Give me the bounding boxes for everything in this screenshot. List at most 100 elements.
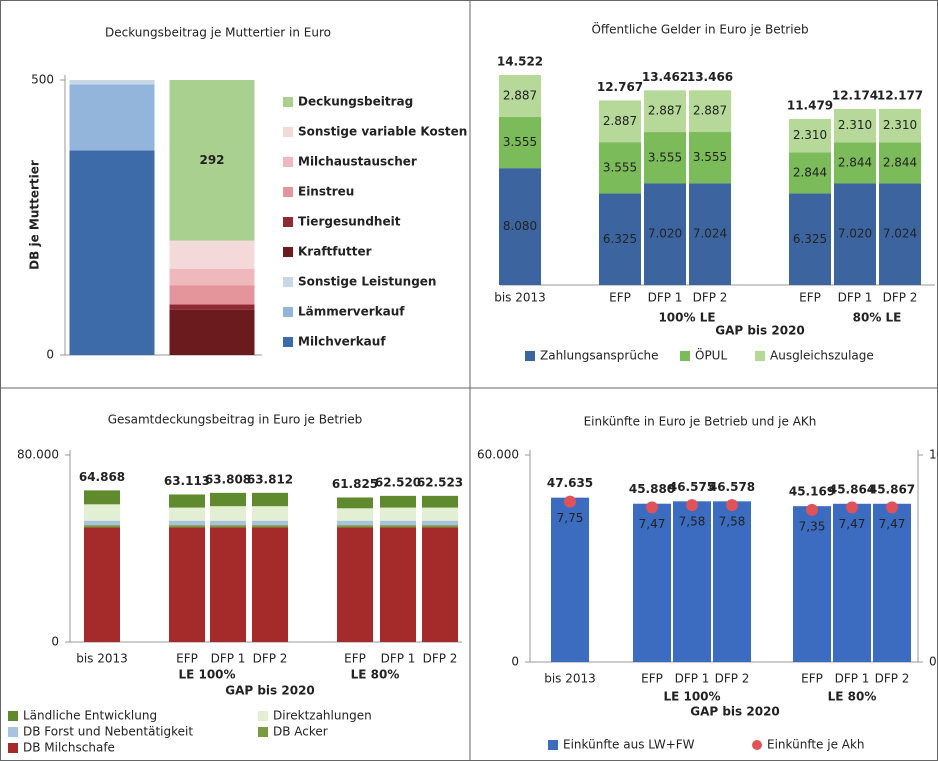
bar-segment xyxy=(169,527,205,642)
legend-label: Deckungsbeitrag xyxy=(298,95,413,109)
legend-swatch xyxy=(283,127,293,137)
total-label: 63.808 xyxy=(205,472,251,486)
legend-swatch xyxy=(755,351,765,361)
x-tick-label: DFP 2 xyxy=(253,652,288,666)
legend-label: Kraftfutter xyxy=(298,245,372,259)
bar-segment xyxy=(169,494,205,508)
segment-label: 2.887 xyxy=(648,104,682,118)
x-tick-label: EFP xyxy=(609,291,631,305)
segment-label: 2.887 xyxy=(693,104,727,118)
x-tick-label: EFP xyxy=(344,652,366,666)
bar-segment xyxy=(252,527,288,642)
segment-label: 6.325 xyxy=(793,232,827,246)
bar-segment xyxy=(84,525,120,528)
x-tick-label: DFP 1 xyxy=(648,291,683,305)
bar-label: 45.864 xyxy=(829,482,875,496)
chart-title: Deckungsbeitrag je Muttertier in Euro xyxy=(105,26,331,40)
x-tick-label: DFP 1 xyxy=(835,672,870,686)
legend-label: Direktzahlungen xyxy=(273,709,372,723)
chart-title: Einkünfte in Euro je Betrieb und je AKh xyxy=(584,415,817,429)
total-label: 12.767 xyxy=(597,80,643,94)
bar-segment xyxy=(210,520,246,526)
legend-label: Ländliche Entwicklung xyxy=(23,709,157,723)
bar-segment xyxy=(84,527,120,642)
point xyxy=(564,495,576,508)
legend-swatch xyxy=(680,351,690,361)
segment-label: 3.555 xyxy=(648,150,682,164)
bar-segment xyxy=(673,501,711,662)
x-tick-label: DFP 1 xyxy=(838,291,873,305)
y-axis-label: DB je Muttertier xyxy=(28,160,42,270)
tick-label: 80.000 xyxy=(17,448,59,462)
bar-segment xyxy=(599,193,641,285)
group-label: LE 100% xyxy=(663,690,720,704)
bar-segment xyxy=(879,183,921,285)
bar-segment xyxy=(252,506,288,521)
bar-segment xyxy=(551,497,589,662)
bar-segment xyxy=(789,119,831,153)
bar-segment xyxy=(210,506,246,521)
x-tick-label: bis 2013 xyxy=(494,291,546,305)
tick-label: 10 xyxy=(929,448,938,462)
bar-segment xyxy=(789,152,831,194)
bar-segment xyxy=(644,132,686,184)
segment-label: 292 xyxy=(199,153,224,167)
bar-segment xyxy=(169,285,255,305)
segment-label: 7.024 xyxy=(693,227,727,241)
segment-label: 3.555 xyxy=(503,135,537,149)
bar-segment xyxy=(422,495,458,508)
legend-swatch xyxy=(283,97,293,107)
legend-swatch xyxy=(752,740,762,750)
segment-label: 2.887 xyxy=(503,88,537,102)
tick-label: 500 xyxy=(31,73,54,87)
legend-label: Einkünfte je Akh xyxy=(767,738,865,752)
segment-label: 2.310 xyxy=(883,118,917,132)
bar-label: 47.635 xyxy=(547,476,593,490)
legend-swatch xyxy=(8,711,18,721)
bar-segment xyxy=(713,501,751,662)
bar-segment xyxy=(380,527,416,642)
bar-segment xyxy=(599,100,641,143)
segment-label: 2.844 xyxy=(838,155,872,169)
bar-segment xyxy=(834,108,876,143)
bar-label: 45.867 xyxy=(869,482,915,496)
total-label: 12.174 xyxy=(832,88,878,102)
point xyxy=(686,499,698,512)
bar-segment xyxy=(499,116,541,169)
chart-title: Gesamtdeckungsbeitrag in Euro je Betrieb xyxy=(108,413,363,427)
bar-label: 46.575 xyxy=(669,480,715,494)
legend-label: DB Forst und Nebentätigkeit xyxy=(23,725,193,739)
x-tick-label: DFP 1 xyxy=(381,652,416,666)
legend-label: Sonstige variable Kosten xyxy=(298,125,467,139)
x-tick-label: bis 2013 xyxy=(544,672,596,686)
segment-label: 7.020 xyxy=(838,227,872,241)
bar-segment xyxy=(210,527,246,642)
bar-segment xyxy=(84,490,120,505)
total-label: 12.177 xyxy=(877,88,923,102)
legend-label: Einstreu xyxy=(298,185,354,199)
total-label: 13.462 xyxy=(642,70,688,84)
bar-segment xyxy=(644,183,686,285)
legend-swatch xyxy=(283,247,293,257)
point xyxy=(886,501,898,514)
bar-segment xyxy=(169,520,205,526)
bar-segment xyxy=(599,142,641,194)
point xyxy=(646,501,658,514)
legend-swatch xyxy=(283,157,293,167)
point-label: 7,47 xyxy=(879,517,906,531)
point-label: 7,47 xyxy=(639,517,666,531)
segment-label: 2.844 xyxy=(883,155,917,169)
bar-segment xyxy=(422,507,458,521)
bar-segment xyxy=(422,527,458,642)
x-axis-label: GAP bis 2020 xyxy=(225,684,315,698)
legend-swatch xyxy=(8,743,18,753)
legend-swatch xyxy=(258,727,268,737)
legend-label: Einkünfte aus LW+FW xyxy=(563,738,695,752)
legend-swatch xyxy=(525,351,535,361)
point-label: 7,75 xyxy=(557,511,584,525)
bar-segment xyxy=(337,508,373,521)
bar-segment xyxy=(833,503,871,662)
bar-segment xyxy=(169,80,255,241)
bar-segment xyxy=(169,525,205,528)
